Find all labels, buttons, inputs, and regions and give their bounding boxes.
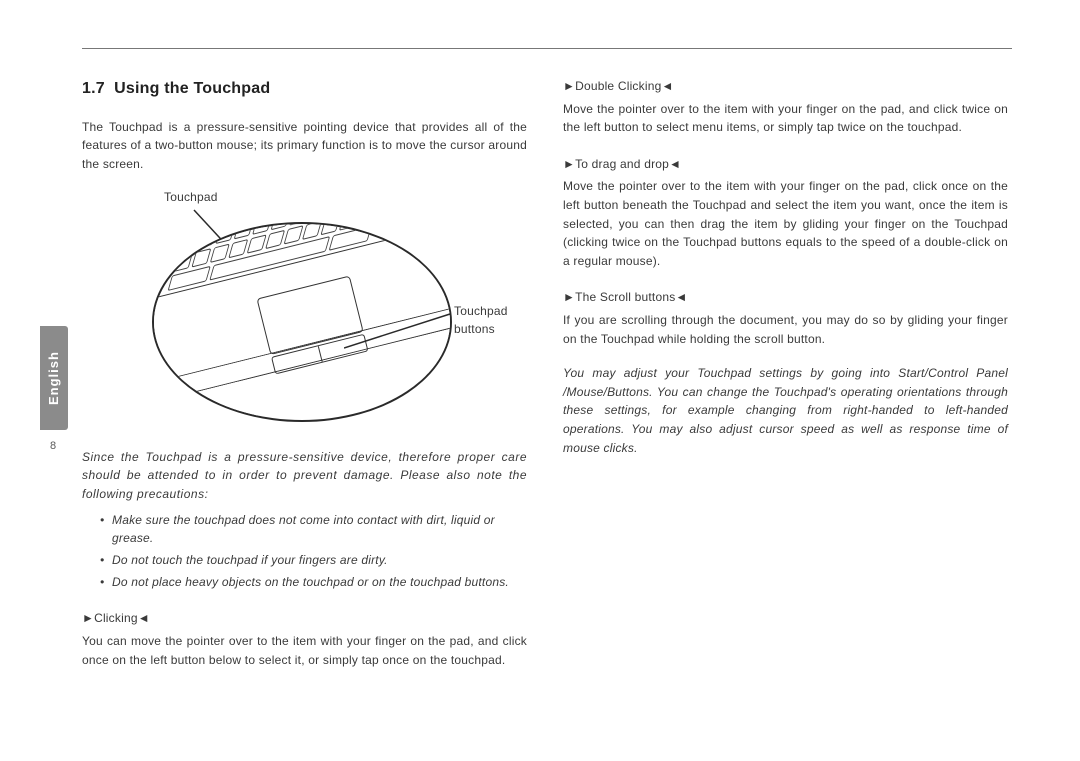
page-number: 8 <box>50 440 56 452</box>
touchpad-diagram: Touchpad Touchpad buttons <box>82 182 527 442</box>
care-list: Make sure the touchpad does not come int… <box>100 511 527 591</box>
page-content: 1.7 Using the Touchpad The Touchpad is a… <box>82 48 1012 669</box>
intro-paragraph: The Touchpad is a pressure-sensitive poi… <box>82 118 527 174</box>
clicking-head: ►Clicking◄ <box>82 609 527 628</box>
care-item: Make sure the touchpad does not come int… <box>100 511 527 547</box>
language-sidetab: English <box>40 326 68 430</box>
section-number: 1.7 <box>82 80 105 97</box>
double-clicking-body: Move the pointer over to the item with y… <box>563 100 1008 137</box>
settings-note: You may adjust your Touchpad settings by… <box>563 364 1008 457</box>
scroll-head: ►The Scroll buttons◄ <box>563 288 1008 307</box>
diagram-label-touchpad: Touchpad <box>164 188 218 207</box>
diagram-label-buttons: Touchpad buttons <box>454 302 524 339</box>
care-item: Do not place heavy objects on the touchp… <box>100 573 527 591</box>
section-heading: Using the Touchpad <box>114 80 270 97</box>
clicking-body: You can move the pointer over to the ite… <box>82 632 527 669</box>
diagram-ellipse <box>152 222 452 422</box>
drag-drop-body: Move the pointer over to the item with y… <box>563 177 1008 270</box>
top-rule <box>82 48 1012 49</box>
drag-drop-head: ►To drag and drop◄ <box>563 155 1008 174</box>
scroll-body: If you are scrolling through the documen… <box>563 311 1008 348</box>
right-column: ►Double Clicking◄ Move the pointer over … <box>563 77 1008 669</box>
double-clicking-head: ►Double Clicking◄ <box>563 77 1008 96</box>
care-lead: Since the Touchpad is a pressure-sensiti… <box>82 448 527 504</box>
section-title: 1.7 Using the Touchpad <box>82 77 527 102</box>
left-column: 1.7 Using the Touchpad The Touchpad is a… <box>82 77 527 669</box>
care-item: Do not touch the touchpad if your finger… <box>100 551 527 569</box>
